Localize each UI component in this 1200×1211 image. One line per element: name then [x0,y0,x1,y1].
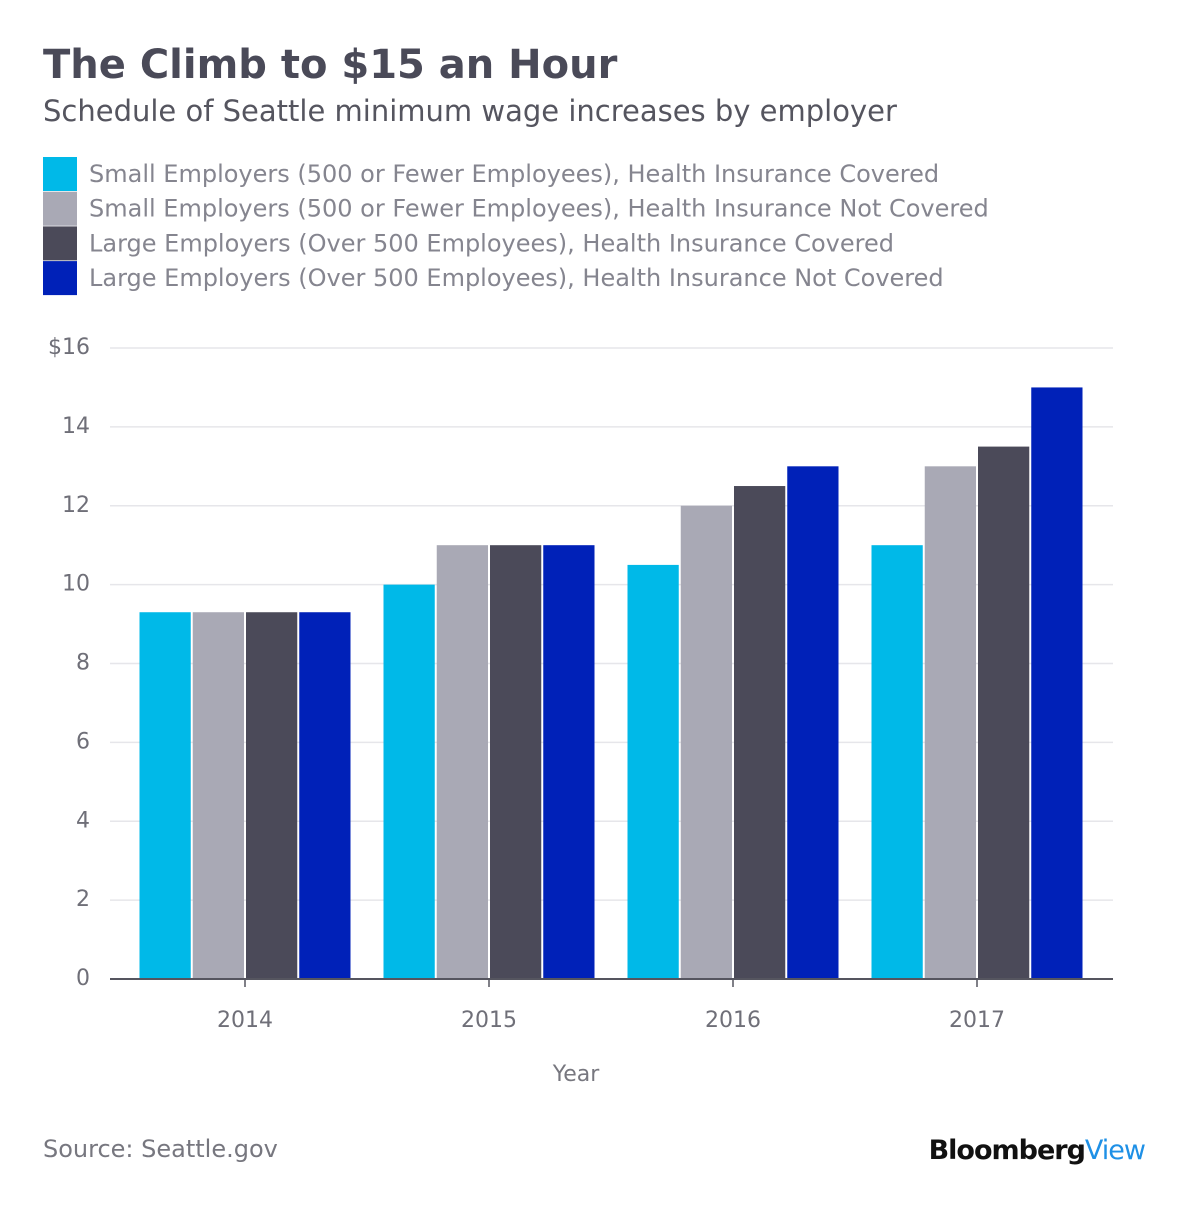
logo-secondary: View [1085,1135,1145,1166]
x-tick-label: 2017 [949,1008,1005,1033]
bar [436,545,488,979]
y-tick-label: 2 [76,887,90,912]
legend-swatch [43,157,77,191]
legend-label: Small Employers (500 or Fewer Employees)… [89,160,939,188]
bar [734,486,786,979]
bar [192,612,244,979]
y-tick-label: 10 [62,572,90,597]
logo: BloombergView [929,1135,1145,1166]
bar [543,545,595,979]
x-tick-label: 2016 [705,1008,761,1033]
logo-primary: Bloomberg [929,1135,1085,1166]
bar [680,505,732,979]
bar [490,545,542,979]
y-tick-label: 6 [76,729,90,754]
y-tick-label: 12 [62,493,90,518]
bar [924,466,976,979]
legend-label: Large Employers (Over 500 Employees), He… [89,229,894,257]
legend-swatch [43,226,77,261]
bar [1031,387,1083,979]
bar [246,612,298,979]
legend-swatch [43,261,77,296]
y-tick-label: $16 [48,335,90,360]
y-tick-label: 14 [62,414,90,439]
chart-subtitle: Schedule of Seattle minimum wage increas… [43,94,897,128]
y-tick-label: 8 [76,651,90,676]
x-tick-label: 2014 [217,1008,273,1033]
x-tick-label: 2015 [461,1008,517,1033]
y-tick-label: 4 [76,808,90,833]
bar [299,612,351,979]
legend-swatch [43,191,77,226]
source: Source: Seattle.gov [43,1135,278,1163]
bar [627,564,679,979]
bar [871,545,923,979]
x-axis-label: Year [552,1062,601,1087]
legend-label: Large Employers (Over 500 Employees), He… [89,264,944,292]
chart-title: The Climb to $15 an Hour [43,42,618,88]
y-tick-label: 0 [76,966,90,991]
bar [139,612,191,979]
bar [787,466,839,979]
legend-label: Small Employers (500 or Fewer Employees)… [89,195,989,223]
bar [383,584,435,979]
bar [978,446,1030,979]
